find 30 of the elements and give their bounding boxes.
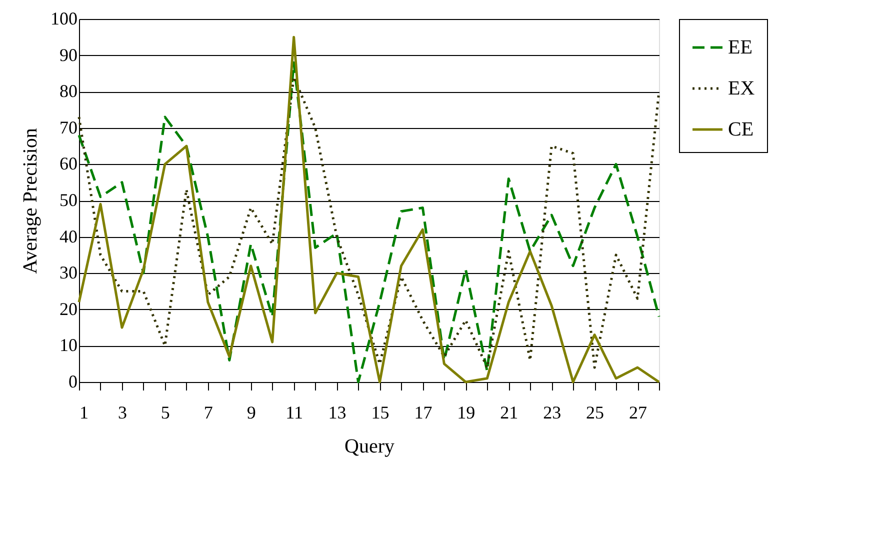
x-tick-label: 3 (118, 402, 127, 422)
legend-label: EX (728, 78, 756, 100)
y-tick-label: 90 (60, 44, 78, 65)
x-tick-label: 27 (629, 402, 648, 422)
x-tick-label: 9 (246, 402, 256, 422)
x-tick-label: 11 (286, 402, 303, 422)
legend-label: CE (728, 118, 754, 140)
x-tick-label: 23 (543, 402, 562, 422)
x-tick-label: 7 (204, 402, 213, 422)
y-axis-title: Average Precision (20, 128, 42, 274)
y-tick-label: 80 (60, 81, 78, 102)
x-tick-label: 25 (586, 402, 604, 422)
x-tick-label: 21 (500, 402, 518, 422)
x-tick-label: 13 (328, 402, 346, 422)
y-tick-label: 60 (60, 154, 78, 174)
x-axis-title: Query (344, 436, 394, 458)
x-tick-label: 15 (371, 402, 390, 422)
y-tick-label: 10 (60, 335, 78, 356)
x-tick-label: 17 (414, 402, 432, 422)
y-tick-label: 100 (50, 8, 78, 28)
legend-label: EE (728, 36, 752, 58)
y-tick-label: 40 (60, 226, 78, 246)
y-tick-label: 50 (60, 190, 78, 210)
y-tick-label: 70 (60, 117, 78, 138)
y-tick-label: 20 (60, 298, 78, 319)
y-tick-label: 30 (60, 262, 78, 283)
x-tick-label: 1 (80, 402, 88, 422)
y-tick-label: 0 (68, 372, 78, 392)
x-tick-label: 5 (160, 402, 170, 422)
x-tick-label: 19 (457, 402, 476, 422)
